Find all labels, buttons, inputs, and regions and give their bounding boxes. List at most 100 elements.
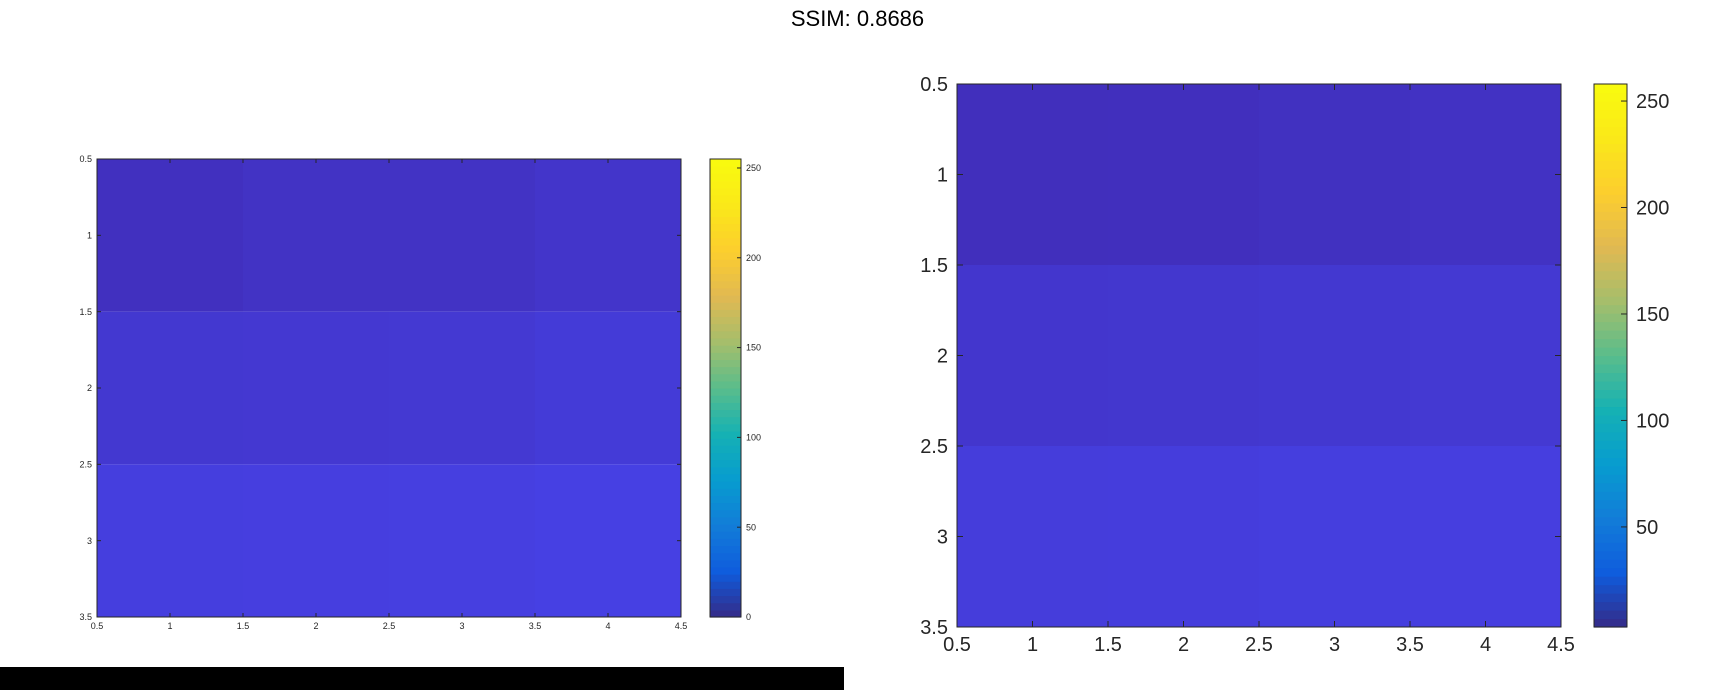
colorbar-segment <box>710 345 741 353</box>
colorbar-segment <box>1594 143 1627 153</box>
heatmap-cell <box>1410 446 1561 627</box>
colorbar-segment <box>1594 279 1627 289</box>
colorbar-segment <box>1594 457 1627 467</box>
heatmap-cell <box>1108 84 1259 265</box>
colorbar-segment <box>1594 313 1627 323</box>
colorbar-segment <box>1594 109 1627 119</box>
colorbar-box <box>709 158 742 618</box>
colorbar-segment <box>710 266 741 275</box>
colorbar-segment <box>1594 363 1627 374</box>
colorbar-segment <box>1594 287 1627 297</box>
colorbar-segment <box>710 159 741 167</box>
colorbar-segment <box>710 302 741 310</box>
y-tick-label: 3 <box>937 527 948 549</box>
colorbar-segment <box>1594 423 1627 433</box>
colorbar-segment <box>1594 516 1627 526</box>
heatmap-cell <box>1259 265 1410 446</box>
heatmap-cell <box>957 446 1108 627</box>
colorbar-segment <box>1594 431 1627 441</box>
colorbar-segment <box>1594 84 1627 94</box>
colorbar-segment <box>710 294 741 303</box>
colorbar-segment <box>710 309 741 318</box>
colorbar-segment <box>1594 151 1627 161</box>
heatmap-cell <box>1259 84 1410 265</box>
colorbar-segment <box>710 209 741 217</box>
colorbar-segment <box>710 352 741 360</box>
colorbar-segment <box>710 416 741 425</box>
colorbar-segment <box>710 438 741 446</box>
colorbar-tick-label: 100 <box>746 433 761 443</box>
heatmap-cell <box>1410 84 1561 265</box>
colorbar-segment <box>710 430 741 439</box>
colorbar-segment <box>1594 474 1627 484</box>
colorbar-segment <box>710 252 741 260</box>
colorbar-segment <box>1594 508 1627 518</box>
y-tick-label: 2.5 <box>920 436 948 458</box>
y-tick-label: 2 <box>87 383 92 393</box>
y-tick-label: 0.5 <box>920 74 948 96</box>
y-tick-label: 1 <box>87 230 92 240</box>
colorbar-segment <box>1594 593 1627 603</box>
colorbar-segment <box>1594 211 1627 221</box>
colorbar-segment <box>710 330 741 339</box>
x-tick-label: 2 <box>1178 634 1189 656</box>
colorbar-segment <box>1594 92 1627 102</box>
heatmap-cell <box>1259 446 1410 627</box>
heatmap-cell <box>957 84 1108 265</box>
x-tick-label: 1 <box>1027 634 1038 656</box>
colorbar-segment <box>710 166 741 174</box>
colorbar-segment <box>710 409 741 418</box>
colorbar-segment <box>1594 567 1627 577</box>
colorbar-segment <box>710 609 741 618</box>
colorbar-segment <box>1594 550 1627 560</box>
y-tick-label: 3.5 <box>79 612 92 622</box>
colorbar-segment <box>1594 491 1627 501</box>
heatmap-cell <box>97 464 243 617</box>
colorbar-segment <box>710 259 741 267</box>
heatmap-right: 0.5 1 1.5 2 2.5 3 3.5 4 4.5 0.5 1 1.5 2 2.5 3 3.5 50 100 1… <box>920 74 1669 656</box>
heatmap-cell <box>97 159 243 312</box>
colorbar-segment <box>1594 414 1627 424</box>
colorbar-segment <box>710 423 741 432</box>
y-tick-label: 1.5 <box>920 255 948 277</box>
heatmap-cell <box>535 159 681 312</box>
heatmap-cell <box>389 464 535 617</box>
colorbar-segment <box>1594 601 1627 611</box>
colorbar-segment <box>710 287 741 296</box>
colorbar-segment <box>1594 406 1627 416</box>
colorbar-tick-label: 50 <box>746 522 756 532</box>
colorbar-segment <box>710 481 741 489</box>
colorbar-segment <box>1594 126 1627 136</box>
heatmap-left: 0.5 1 1.5 2 2.5 3 3.5 4 4.5 0.5 1 1.5 2 2.5 3 3.5 0 50 100… <box>79 154 761 631</box>
colorbar-segment <box>710 502 741 511</box>
colorbar-tick-label: 150 <box>1636 304 1669 326</box>
heatmap-cell <box>1108 265 1259 446</box>
colorbar-segment <box>1594 559 1627 569</box>
x-tick-label: 2.5 <box>1245 634 1273 656</box>
x-tick-label: 3 <box>1329 634 1340 656</box>
y-tick-label: 3.5 <box>920 617 948 639</box>
colorbar-segment <box>710 237 741 246</box>
colorbar-segment <box>1594 321 1627 331</box>
colorbar-segment <box>1594 219 1627 229</box>
colorbar-segment <box>710 588 741 597</box>
colorbar-segment <box>710 194 741 203</box>
colorbar-segment <box>710 559 741 568</box>
colorbar-segment <box>1594 533 1627 543</box>
y-tick-label: 2.5 <box>79 459 92 469</box>
colorbar-segment <box>710 473 741 482</box>
colorbar-segment <box>710 452 741 461</box>
colorbar-segment <box>710 466 741 475</box>
colorbar-segment <box>710 488 741 496</box>
colorbar-segment <box>1594 304 1627 314</box>
colorbar-segment <box>710 323 741 332</box>
colorbar-segment <box>1594 117 1627 128</box>
x-tick-label: 3 <box>459 621 464 631</box>
colorbar-segment <box>710 566 741 575</box>
x-tick-label: 1.5 <box>1094 634 1122 656</box>
x-tick-label: 2 <box>313 621 318 631</box>
colorbar-segment <box>1594 270 1627 280</box>
colorbar-segment <box>710 545 741 554</box>
x-tick-label: 3.5 <box>529 621 542 631</box>
